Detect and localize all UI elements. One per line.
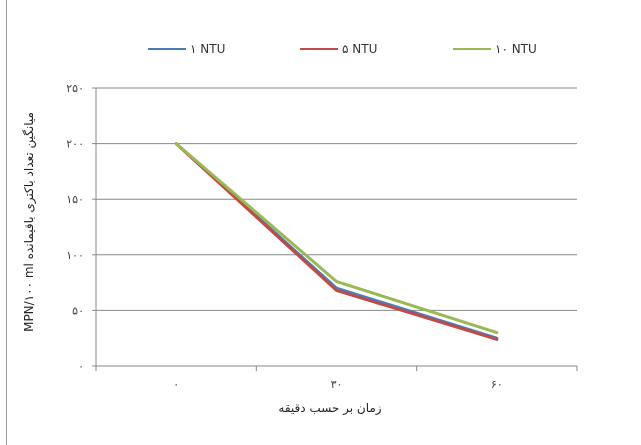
axes: ۰ ۵۰ ۱۰۰ ۱۵۰ ۲۰۰ ۲۵۰ ۰ ۳۰ ۶۰ — [66, 82, 578, 391]
x-tick-label: ۰ — [173, 378, 179, 391]
gridlines — [92, 87, 577, 367]
y-tick-label: ۱۰۰ — [66, 249, 84, 262]
y-tick-label: ۱۵۰ — [66, 193, 84, 206]
legend: ۱ NTU ۵ NTU ۱۰ NTU — [148, 42, 537, 56]
x-tick-label: ۳۰ — [331, 378, 343, 391]
y-tick-label: ۵۰ — [72, 304, 84, 317]
y-tick-label: ۲۰۰ — [66, 138, 84, 151]
y-tick-label: ۰ — [78, 360, 84, 373]
legend-label: ۱ NTU — [190, 42, 225, 56]
legend-label: ۵ NTU — [342, 42, 377, 56]
frame-left-border — [6, 0, 7, 445]
y-axis-title: میانگین تعداد باکتری باقیمانده MPN/۱۰۰ m… — [22, 112, 37, 332]
x-tick-label: ۶۰ — [491, 378, 503, 391]
legend-label: ۱۰ NTU — [495, 42, 537, 56]
series-line — [174, 142, 499, 341]
series-line — [174, 142, 499, 335]
series-lines — [174, 142, 499, 341]
series-line — [174, 142, 499, 340]
x-axis-title: زمان بر حسب دقیقه — [278, 401, 381, 416]
y-tick-label: ۲۵۰ — [66, 82, 84, 95]
